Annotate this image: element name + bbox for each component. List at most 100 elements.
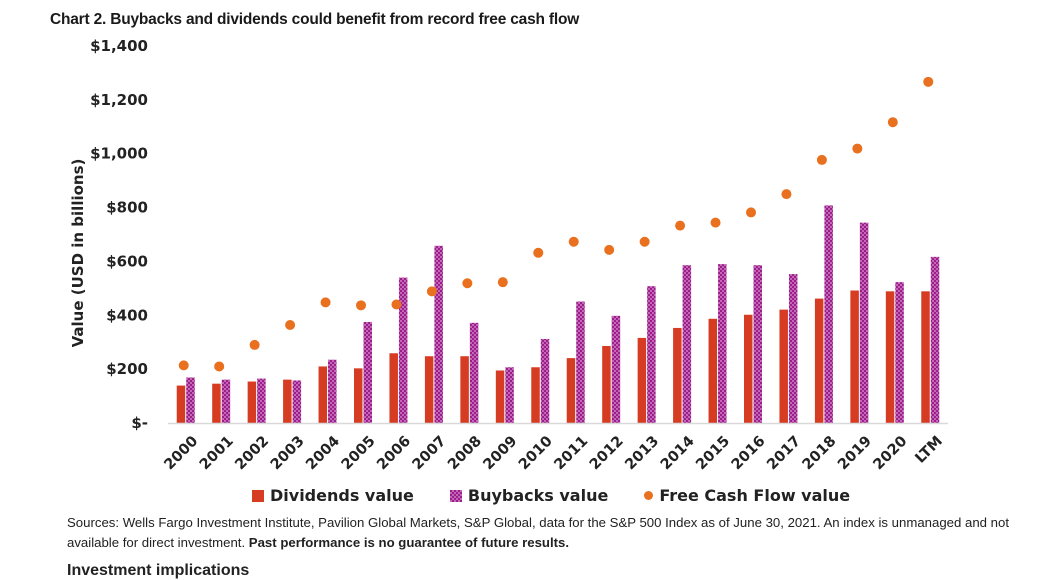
y-tick-label: $1,400 xyxy=(90,37,148,55)
x-tick-label: 2012 xyxy=(587,433,627,473)
x-tick-label: 2013 xyxy=(622,433,662,473)
x-tick-label: 2005 xyxy=(339,433,379,473)
dividends-bar xyxy=(566,358,576,423)
buybacks-bar xyxy=(753,265,762,423)
x-tick-label: 2003 xyxy=(268,433,308,473)
buybacks-bar xyxy=(895,282,904,423)
dividends-bar xyxy=(460,356,469,423)
dividends-bar xyxy=(424,356,434,423)
dividends-bar xyxy=(637,337,647,423)
fcf-point xyxy=(178,360,189,371)
x-tick-label: 2008 xyxy=(445,433,485,473)
fcf-point xyxy=(426,286,437,297)
fcf-point xyxy=(462,278,473,289)
buybacks-bar xyxy=(824,205,833,423)
fcf-point xyxy=(639,236,650,247)
x-tick-label: 2016 xyxy=(729,433,769,473)
fcf-point xyxy=(533,247,544,258)
fcf-swatch-icon xyxy=(644,491,654,500)
y-tick-label: $600 xyxy=(106,252,148,270)
dividends-bar xyxy=(176,385,186,423)
x-tick-label: LTM xyxy=(913,433,946,466)
buybacks-bar xyxy=(930,256,940,423)
sources-note: Sources: Wells Fargo Investment Institut… xyxy=(67,513,1037,553)
fcf-point xyxy=(320,297,331,308)
fcf-point xyxy=(923,76,934,87)
fcf-point xyxy=(391,299,402,310)
buybacks-bar xyxy=(328,359,337,423)
y-tick-label: $1,000 xyxy=(90,145,148,163)
legend: Dividends value Buybacks value Free Cash… xyxy=(252,486,850,505)
y-tick-label: $400 xyxy=(106,306,148,324)
y-tick-label: $1,200 xyxy=(90,91,148,109)
x-tick-label: 2020 xyxy=(871,433,911,473)
legend-label-dividends: Dividends value xyxy=(270,486,414,505)
fcf-point xyxy=(214,361,225,372)
dividends-bar xyxy=(283,379,292,423)
buybacks-bar xyxy=(540,338,550,423)
chart-svg: $- $200 $400 $600 $800 $1,000 $1,200 $1,400 200… xyxy=(69,37,948,473)
dividends-bar xyxy=(354,368,363,423)
fcf-points-group xyxy=(178,76,934,372)
next-section-heading: Investment implications xyxy=(67,562,250,579)
x-tick-label: 2007 xyxy=(410,433,450,473)
legend-item-fcf: Free Cash Flow value xyxy=(644,486,850,505)
x-tick-label: 2014 xyxy=(658,433,698,473)
y-tick-label: $800 xyxy=(106,199,148,217)
x-tick-label: 2001 xyxy=(197,433,237,473)
x-tick-label: 2015 xyxy=(693,433,733,473)
x-tick-label: 2017 xyxy=(764,433,804,473)
dividends-bar xyxy=(814,298,824,423)
buybacks-bar xyxy=(398,277,408,423)
fcf-point xyxy=(781,189,792,200)
buybacks-bar xyxy=(505,367,514,423)
disclaimer-text: Past performance is no guarantee of futu… xyxy=(248,535,570,550)
chart-title: Chart 2. Buybacks and dividends could be… xyxy=(50,11,580,28)
y-tick-label: $- xyxy=(131,414,148,432)
legend-label-fcf: Free Cash Flow value xyxy=(659,486,851,505)
buybacks-bar xyxy=(469,322,479,423)
dividends-bar xyxy=(921,291,930,423)
sources-text: Sources: Wells Fargo Investment Institut… xyxy=(67,515,1009,550)
dividends-swatch-icon xyxy=(252,489,264,502)
dividends-bar xyxy=(212,383,221,423)
buybacks-bar xyxy=(576,301,585,423)
x-tick-label: 2006 xyxy=(374,433,414,473)
y-axis: $- $200 $400 $600 $800 $1,000 $1,200 $1,400 xyxy=(90,37,148,432)
fcf-point xyxy=(604,244,615,255)
x-tick-label: 2019 xyxy=(835,433,875,473)
fcf-point xyxy=(356,300,366,311)
fcf-point xyxy=(887,117,898,128)
fcf-point xyxy=(285,319,296,330)
buybacks-bar xyxy=(788,274,798,423)
buybacks-bar xyxy=(186,377,195,423)
buybacks-bar xyxy=(718,264,727,423)
buybacks-swatch-icon xyxy=(449,489,462,502)
x-axis: 2000200120022003200420052006200720082009… xyxy=(161,422,948,473)
bars-group xyxy=(176,205,940,423)
x-tick-label: 2011 xyxy=(551,433,591,473)
buybacks-bar xyxy=(292,380,302,423)
dividends-bar xyxy=(247,381,257,423)
dividends-bar xyxy=(602,345,611,423)
buybacks-bar xyxy=(682,265,692,423)
buybacks-bar xyxy=(434,245,443,423)
buybacks-bar xyxy=(257,378,266,423)
x-tick-label: 2000 xyxy=(161,433,201,473)
buybacks-bar xyxy=(859,222,869,423)
legend-item-dividends: Dividends value xyxy=(252,486,414,505)
x-tick-label: 2004 xyxy=(303,433,343,473)
fcf-point xyxy=(675,220,686,231)
x-tick-label: 2010 xyxy=(516,433,556,473)
dividends-bar xyxy=(673,327,682,423)
dividends-bar xyxy=(318,366,328,423)
dividends-bar xyxy=(744,314,753,423)
buybacks-bar xyxy=(611,315,621,423)
dividends-bar xyxy=(885,291,895,423)
dividends-bar xyxy=(708,318,718,423)
fcf-point xyxy=(816,154,827,165)
dividends-bar xyxy=(779,309,788,423)
y-axis-label: Value (USD in billions) xyxy=(69,159,87,348)
fcf-point xyxy=(568,236,579,247)
buybacks-bar xyxy=(647,286,656,423)
